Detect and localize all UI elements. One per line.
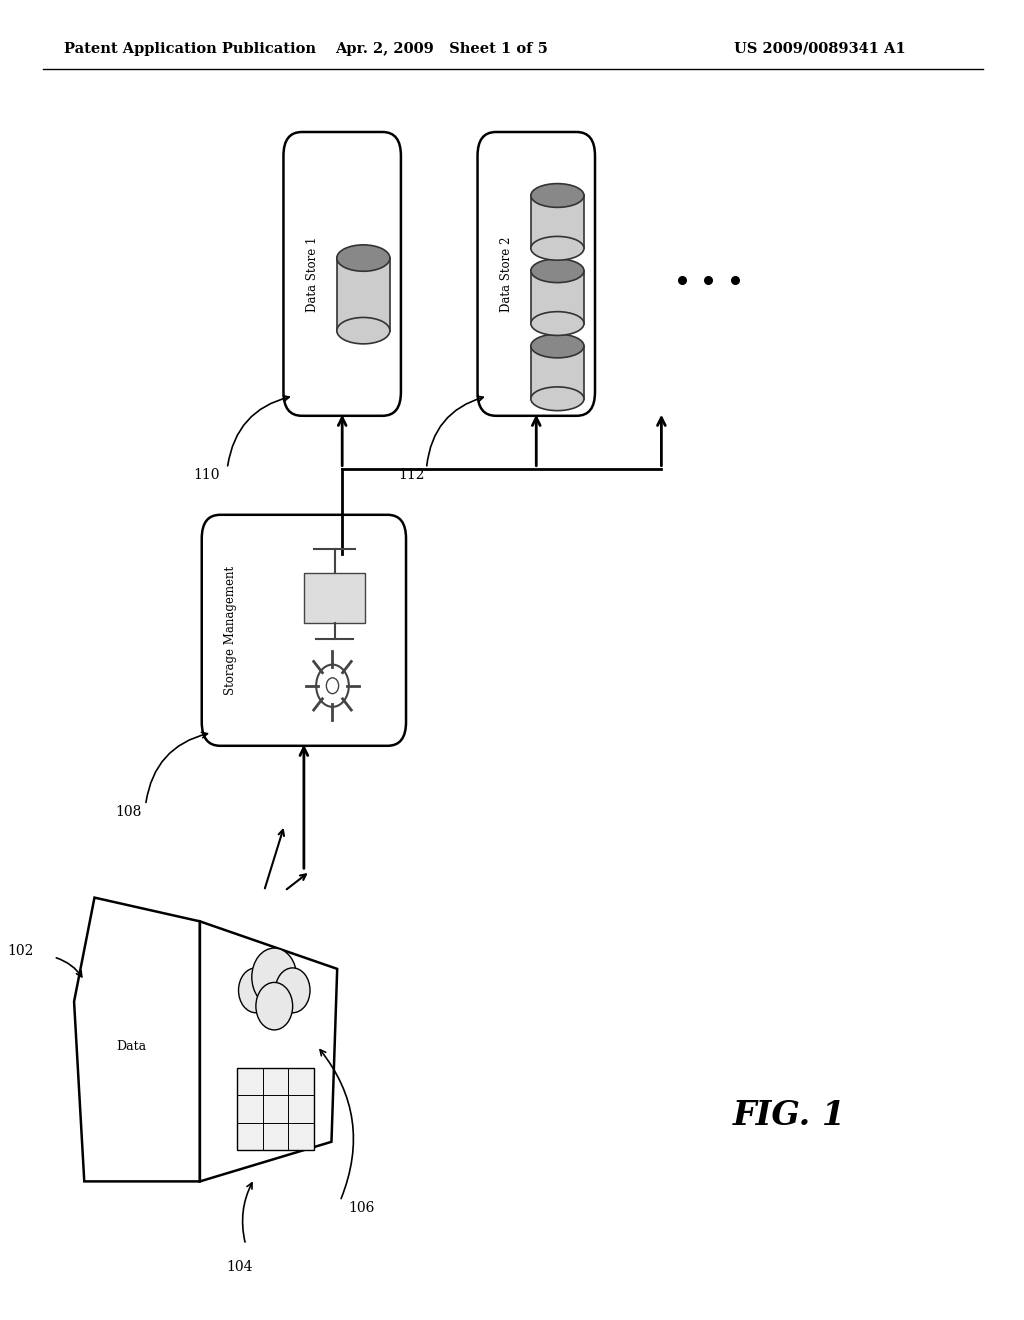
Polygon shape	[200, 921, 337, 1181]
Text: 112: 112	[398, 469, 424, 482]
FancyBboxPatch shape	[202, 515, 407, 746]
Polygon shape	[530, 346, 584, 399]
Polygon shape	[238, 1068, 313, 1150]
Ellipse shape	[530, 334, 584, 358]
Text: Patent Application Publication: Patent Application Publication	[63, 42, 315, 55]
Circle shape	[252, 948, 297, 1006]
Text: FIG. 1: FIG. 1	[732, 1098, 846, 1133]
Ellipse shape	[337, 317, 390, 345]
Ellipse shape	[530, 183, 584, 207]
Polygon shape	[530, 271, 584, 323]
Circle shape	[239, 968, 273, 1012]
Ellipse shape	[337, 244, 390, 272]
Text: US 2009/0089341 A1: US 2009/0089341 A1	[734, 42, 905, 55]
Ellipse shape	[530, 387, 584, 411]
Text: 110: 110	[194, 469, 220, 482]
Ellipse shape	[530, 259, 584, 282]
Ellipse shape	[530, 312, 584, 335]
Text: Data Store 2: Data Store 2	[500, 236, 513, 312]
Ellipse shape	[530, 236, 584, 260]
FancyBboxPatch shape	[284, 132, 401, 416]
FancyBboxPatch shape	[304, 573, 366, 623]
Text: Data Store 1: Data Store 1	[305, 236, 318, 312]
Text: 104: 104	[226, 1261, 253, 1274]
Text: Data: Data	[116, 1040, 146, 1052]
Text: 108: 108	[115, 805, 141, 818]
Polygon shape	[530, 195, 584, 248]
Circle shape	[256, 982, 293, 1030]
Text: 106: 106	[348, 1201, 375, 1214]
FancyBboxPatch shape	[477, 132, 595, 416]
Circle shape	[275, 968, 310, 1012]
Polygon shape	[74, 898, 200, 1181]
Text: 102: 102	[7, 944, 33, 958]
Text: Apr. 2, 2009   Sheet 1 of 5: Apr. 2, 2009 Sheet 1 of 5	[335, 42, 548, 55]
Polygon shape	[337, 259, 390, 330]
Text: Storage Management: Storage Management	[224, 566, 237, 694]
